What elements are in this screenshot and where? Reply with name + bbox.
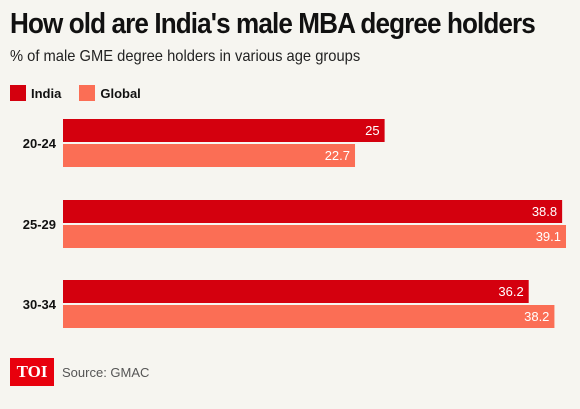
data-label-global-30-34: 38.2 [524,309,549,324]
bar-india-25-29 [63,200,563,223]
bar-global-25-29 [63,225,566,248]
legend-swatch-global [79,85,96,101]
source-note: Source: GMAC [62,364,150,380]
legend: India Global [10,85,159,101]
category-label-20-24: 20-24 [23,136,57,151]
data-label-india-30-34: 36.2 [498,284,523,299]
category-label-25-29: 25-29 [23,217,56,232]
legend-swatch-india [10,85,26,101]
data-label-global-20-24: 22.7 [325,148,350,163]
data-label-india-20-24: 25 [365,123,379,138]
bar-chart: 20-24 25 22.7 25-29 38.8 39.1 30-34 36.238.2 [23,119,566,328]
data-label-india-25-29: 38.8 [532,204,557,219]
category-label-30-34: 30-34 [23,297,57,312]
legend-label-global: Global [100,85,141,101]
toi-logo: TOI [10,358,54,386]
legend-item-india: India [10,85,61,101]
legend-item-global: Global [79,85,141,101]
footer: TOI Source: GMAC [10,358,149,386]
bar-india-30-34 [63,280,529,303]
chart-subtitle: % of male GME degree holders in various … [10,48,361,65]
bar-india-20-24 [63,119,385,142]
legend-label-india: India [31,85,62,101]
bar-global-30-34 [63,305,555,328]
chart-title: How old are India's male MBA degree hold… [10,8,536,40]
data-label-global-25-29: 39.1 [536,229,561,244]
bar-global-20-24 [63,144,356,167]
